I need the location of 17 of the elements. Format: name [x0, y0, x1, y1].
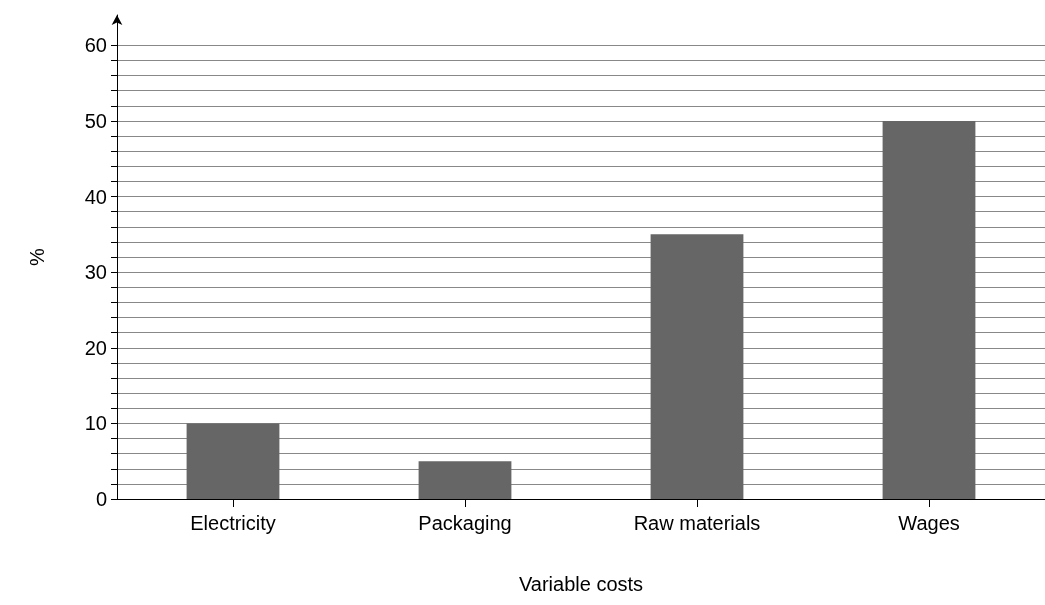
y-tick-label: 60 [84, 34, 107, 57]
y-tick-label: 20 [84, 336, 107, 359]
y-tick-label: 10 [84, 412, 107, 435]
bar [418, 461, 512, 499]
x-axis-title: Variable costs [518, 573, 644, 595]
bar [650, 234, 744, 499]
x-tick-label: Packaging [418, 512, 512, 534]
bar [186, 423, 280, 499]
x-tick-label: Electricity [190, 512, 276, 534]
bar [882, 120, 976, 499]
x-tick-label: Wages [898, 512, 960, 534]
y-tick-label: 30 [84, 261, 107, 284]
y-tick-label: 0 [95, 488, 107, 510]
y-axis-title: % [26, 247, 48, 266]
x-tick-label: Raw materials [633, 512, 761, 534]
y-tick-label: 50 [84, 109, 107, 132]
y-tick-label: 40 [84, 185, 107, 208]
